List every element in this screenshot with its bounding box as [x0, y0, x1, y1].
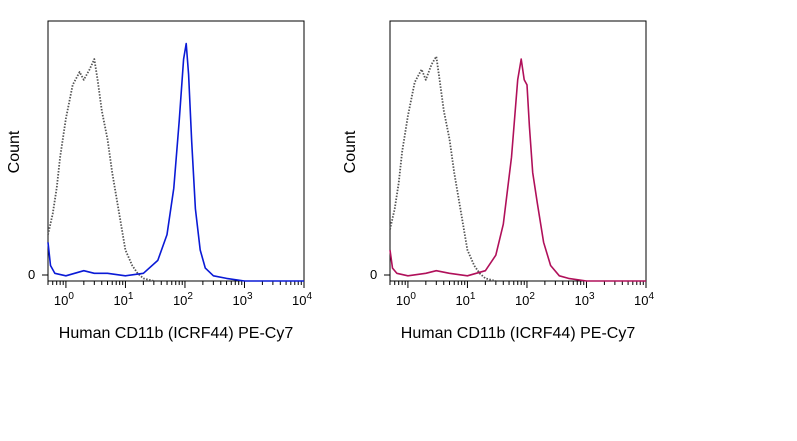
- stained-histogram-line: [389, 58, 646, 282]
- x-axis-label: Human CD11b (ICRF44) PE-Cy7: [59, 325, 294, 342]
- x-tick-label: 104: [292, 291, 312, 308]
- x-tick-label: 101: [455, 291, 475, 308]
- control-histogram-line: [47, 58, 155, 282]
- y-axis-label: Count: [342, 130, 359, 173]
- x-tick-label: 104: [634, 291, 654, 308]
- x-tick-label: 100: [396, 291, 416, 308]
- histogram-panel-2: 100 101 102 103 104 0 Human CD11b (ICRF44) PE-…: [342, 20, 654, 342]
- x-tick-label: 103: [574, 291, 594, 308]
- x-tick-label: 101: [113, 291, 133, 308]
- control-histogram-line: [389, 55, 497, 282]
- y-tick-label: 0: [370, 267, 377, 282]
- y-axis-label: Count: [6, 130, 23, 173]
- x-tick-label: 103: [232, 291, 252, 308]
- y-tick-label: 0: [28, 267, 35, 282]
- histogram-panel-1: 100 101 102 103 104 0 Human CD11b (ICRF44) PE-…: [6, 20, 312, 342]
- stained-histogram-line: [47, 42, 304, 282]
- x-tick-label: 102: [173, 291, 193, 308]
- x-tick-label: 102: [515, 291, 535, 308]
- x-axis-label: Human CD11b (ICRF44) PE-Cy7: [401, 325, 636, 342]
- x-tick-label: 100: [54, 291, 74, 308]
- plot-frame: [389, 20, 647, 282]
